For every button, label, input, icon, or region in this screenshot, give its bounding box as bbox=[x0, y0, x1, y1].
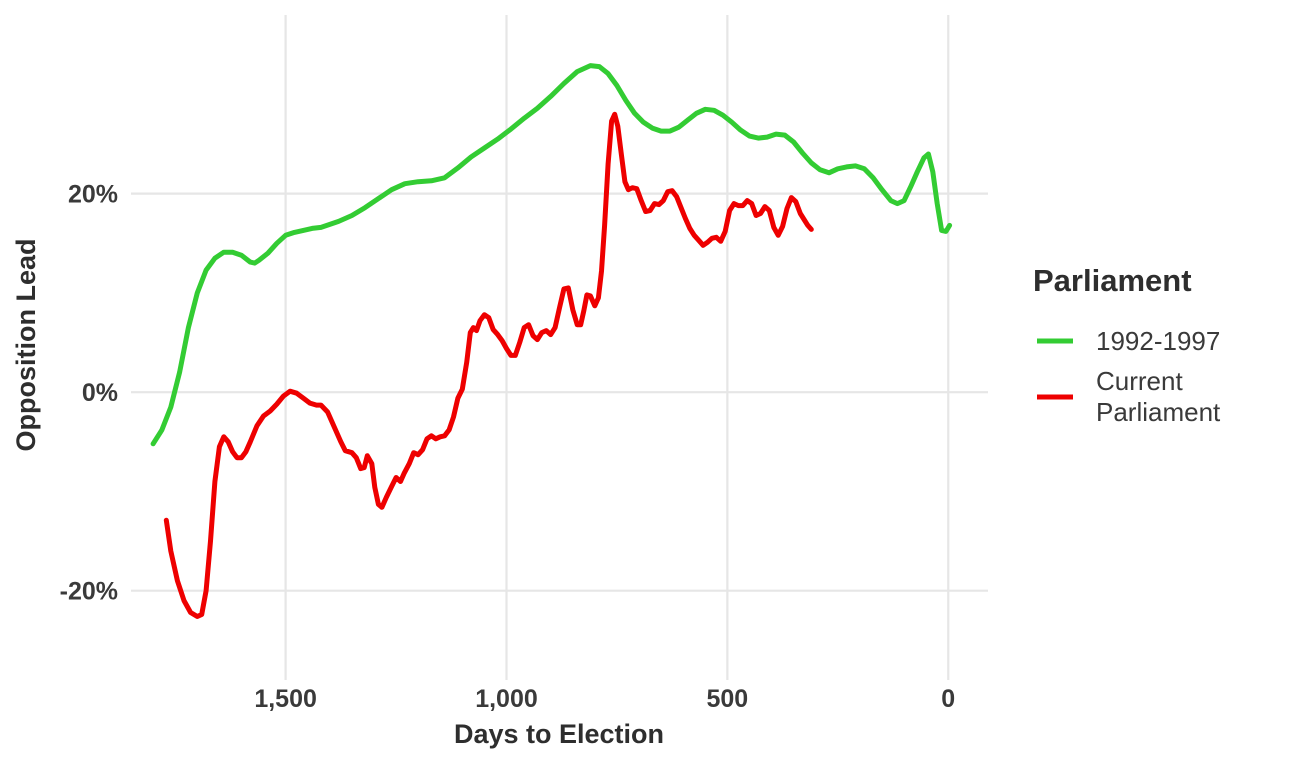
legend-title: Parliament bbox=[1033, 263, 1192, 298]
series-line-current-parliament bbox=[163, 111, 814, 619]
y-tick-labels: -20% 0% 20% bbox=[60, 181, 118, 606]
x-tick-label: 0 bbox=[941, 685, 955, 713]
y-tick-label: 20% bbox=[68, 181, 118, 209]
y-tick-label: 0% bbox=[82, 379, 118, 407]
gridlines bbox=[131, 15, 988, 680]
legend: Parliament 1992-1997 Current Parliament bbox=[1033, 263, 1221, 427]
y-axis-title: Opposition Lead bbox=[11, 239, 41, 452]
series-line-1992-1997 bbox=[150, 63, 953, 447]
x-axis-title: Days to Election bbox=[454, 719, 664, 749]
y-tick-label: -20% bbox=[60, 578, 118, 606]
x-tick-label: 500 bbox=[707, 685, 749, 713]
x-tick-label: 1,000 bbox=[475, 685, 538, 713]
legend-label-current-parliament: Current Parliament bbox=[1096, 366, 1221, 427]
legend-label-1992-1997: 1992-1997 bbox=[1096, 326, 1220, 356]
x-tick-label: 1,500 bbox=[254, 685, 317, 713]
x-tick-labels: 1,500 1,000 500 0 bbox=[254, 685, 955, 713]
series-lines bbox=[150, 63, 953, 619]
